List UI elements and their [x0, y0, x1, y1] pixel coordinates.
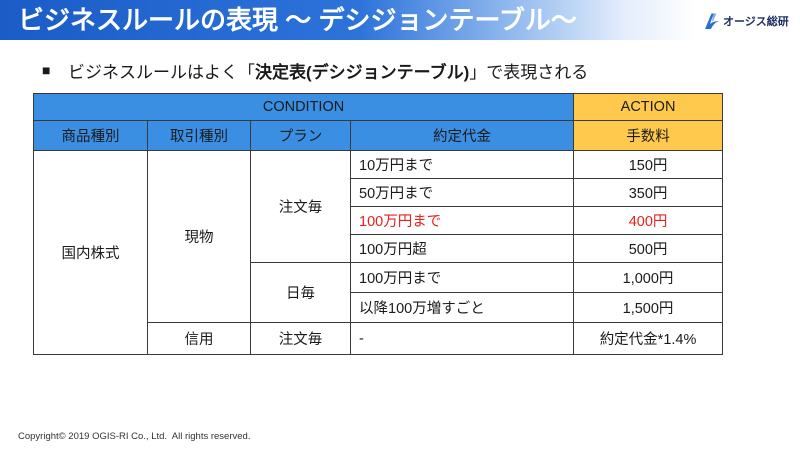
column-header-row: 商品種別 取引種別 プラン 約定代金 手数料: [33, 120, 724, 151]
cell-fee: 1,500円: [573, 292, 724, 323]
cell-fee: 500円: [573, 234, 724, 263]
cell-contract-amount: 以降100万増すごと: [349, 292, 575, 323]
cell-trade-type: 現物: [147, 150, 251, 323]
logo: オージス総研: [704, 12, 789, 30]
slide-title: ビジネスルールの表現 ～ デシジョンテーブル～: [18, 5, 577, 35]
bullet-line: ■ ビジネスルールはよく「 決定表(デシジョンテーブル) 」で表現される: [42, 58, 588, 82]
bullet-text-bold: 決定表(デシジョンテーブル): [255, 62, 470, 82]
ogis-swoosh-icon: [704, 12, 720, 30]
cell-trade-type: 信用: [147, 322, 251, 355]
table-row: 100万円超 500円: [34, 234, 724, 263]
table-row: 信用 注文毎 - 約定代金*1.4%: [34, 322, 724, 355]
header-condition: CONDITION: [32, 93, 575, 121]
cell-fee: 約定代金*1.4%: [573, 322, 724, 355]
group-header-row: CONDITION ACTION: [32, 93, 724, 121]
cell-contract-amount: 10万円まで: [349, 150, 575, 179]
decision-table: CONDITION ACTION 商品種別 取引種別 プラン 約定代金 手数料 …: [32, 93, 724, 355]
column-header-fee: 手数料: [573, 120, 724, 151]
logo-text: オージス総研: [723, 16, 789, 28]
cell-fee: 150円: [573, 150, 724, 179]
cell-contract-amount: 100万円まで: [349, 262, 575, 293]
cell-contract-amount: 100万円超: [349, 234, 575, 263]
table-row: 国内株式 現物 注文毎 10万円まで 150円: [33, 150, 724, 355]
cell-contract-amount: 100万円まで: [349, 206, 575, 235]
title-bar: [0, 0, 800, 40]
cell-fee: 1,000円: [573, 262, 724, 293]
column-header-product-type: 商品種別: [33, 120, 148, 151]
table-row: 以降100万増すごと 1,500円: [34, 292, 724, 323]
footer-copyright: Copyright© 2019 OGIS-RI Co., Ltd. All ri…: [18, 431, 251, 442]
cell-plan: 日毎: [250, 262, 351, 323]
bullet-marker: ■: [42, 62, 51, 78]
column-header-contract-amount: 約定代金: [349, 120, 575, 151]
table-row: 100万円まで 400円: [34, 206, 724, 235]
table-row: 日毎 100万円まで 1,000円: [34, 262, 724, 323]
bullet-text-after: 」で表現される: [469, 62, 589, 82]
cell-product-type: 国内株式: [33, 150, 148, 355]
cell-plan: 注文毎: [250, 322, 351, 355]
cell-fee: 350円: [573, 178, 724, 207]
bullet-text-before: ビジネスルールはよく「: [68, 62, 255, 82]
cell-contract-amount: -: [349, 322, 575, 355]
header-action: ACTION: [573, 93, 724, 121]
table-row: 50万円まで 350円: [34, 178, 724, 207]
column-header-trade-type: 取引種別: [147, 120, 251, 151]
cell-contract-amount: 50万円まで: [349, 178, 575, 207]
cell-fee: 400円: [573, 206, 724, 235]
cell-plan: 注文毎: [250, 150, 351, 263]
column-header-plan: プラン: [250, 120, 351, 151]
